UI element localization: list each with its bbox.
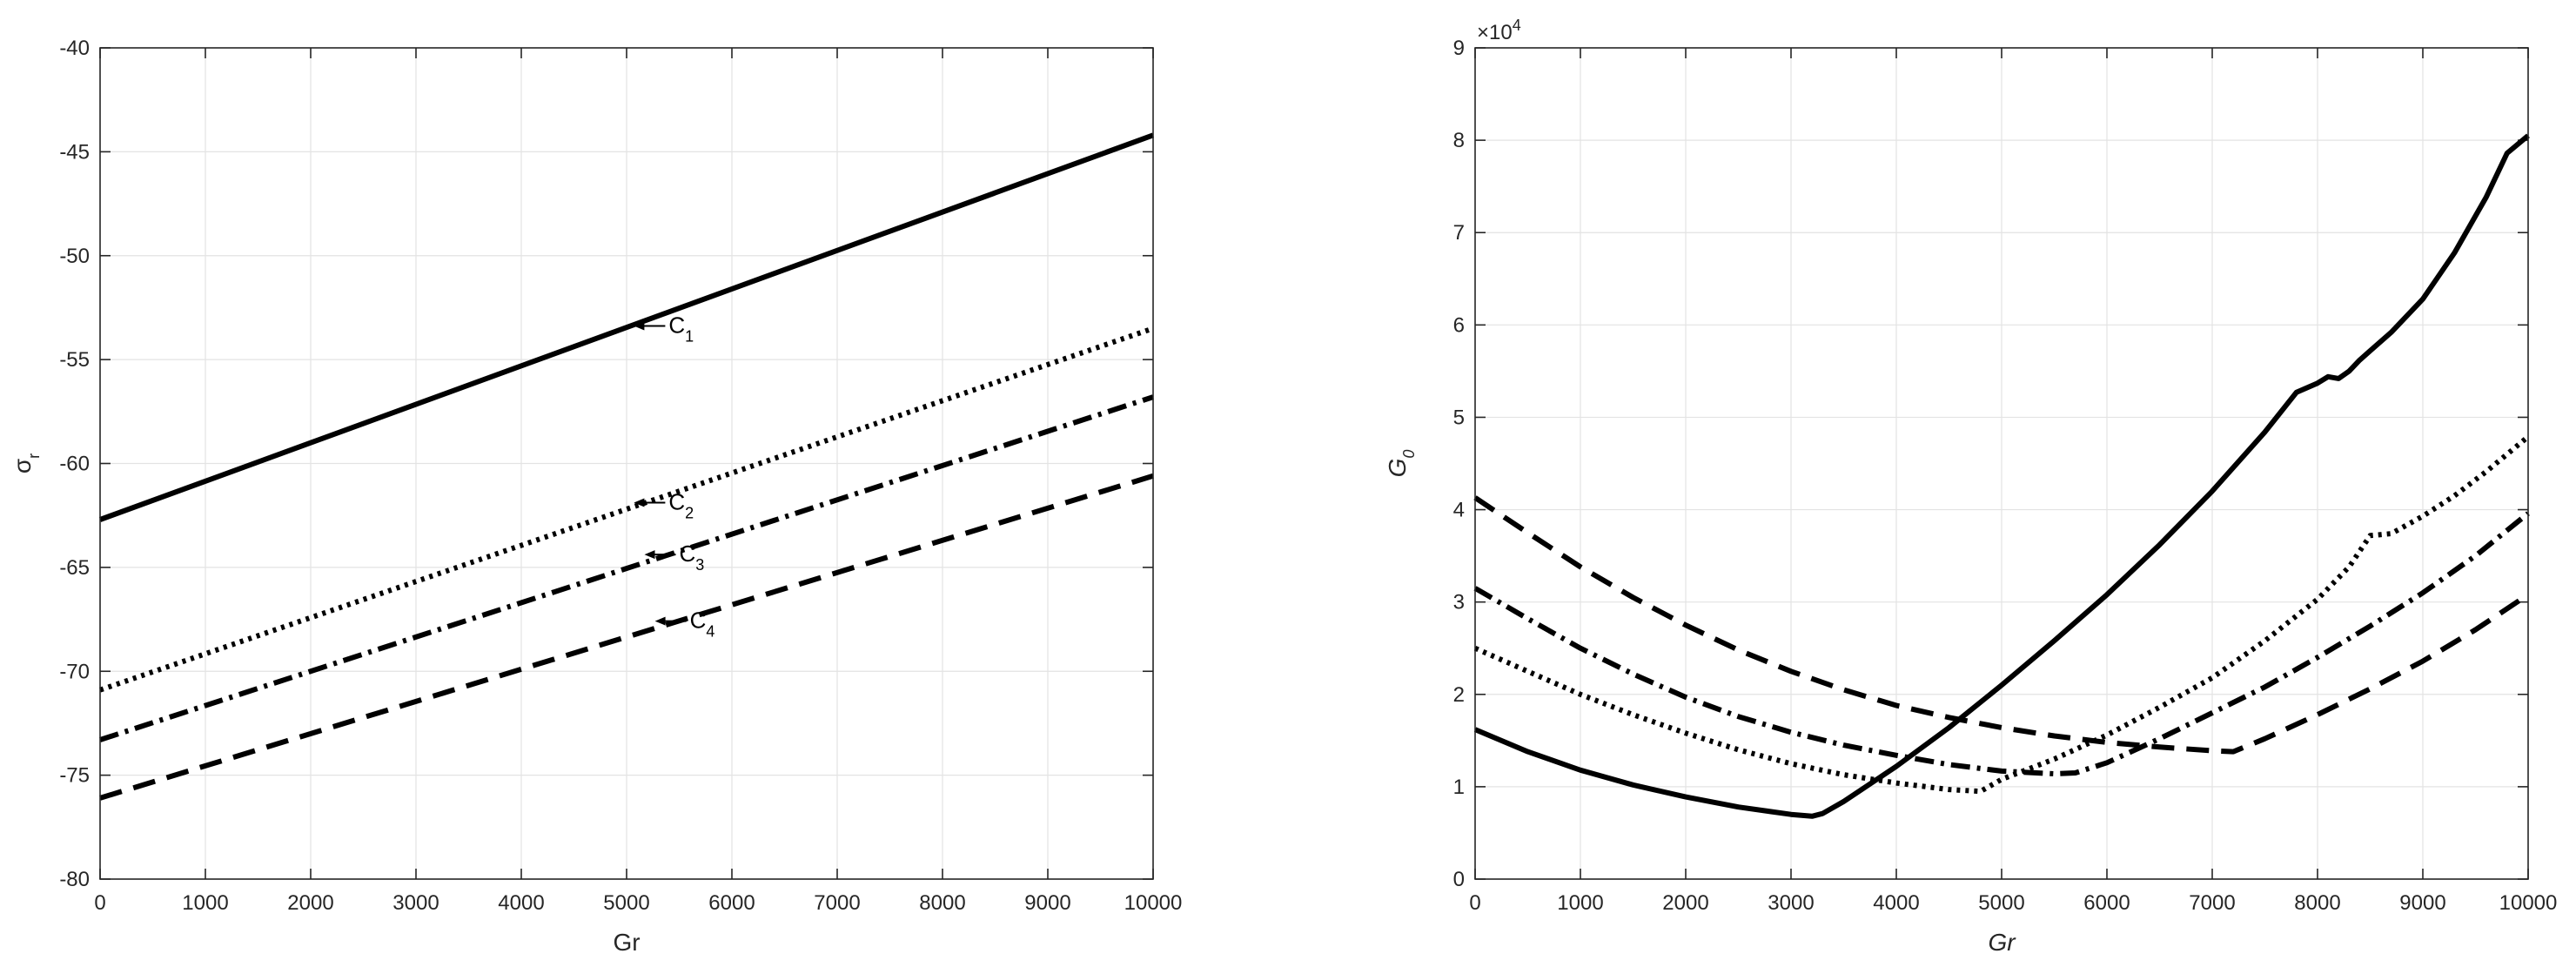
y-tick-label: 7: [1453, 221, 1465, 245]
annotation-label: C1: [668, 312, 694, 346]
x-tick-label: 8000: [919, 891, 965, 915]
series-line-dashdot: [1473, 511, 2530, 776]
x-tick-label: 3000: [1768, 891, 1814, 915]
y-tick-label: 9: [1453, 37, 1465, 60]
x-tick-label: 1000: [182, 891, 228, 915]
series-line-dashed: [99, 473, 1154, 801]
y-tick-label: -70: [59, 660, 90, 683]
y-tick-label: 4: [1453, 499, 1465, 522]
annotation-arrowhead: [654, 616, 666, 626]
y-tick-label: 5: [1453, 406, 1465, 429]
y-tick-label: -75: [59, 764, 90, 788]
x-tick-label: 4000: [498, 891, 544, 915]
y-tick-label: 8: [1453, 129, 1465, 152]
x-tick-label: 7000: [2189, 891, 2235, 915]
x-tick-label: 9000: [2399, 891, 2445, 915]
x-tick-label: 7000: [814, 891, 860, 915]
x-tick-label: 8000: [2294, 891, 2340, 915]
axis-box: [1474, 47, 2529, 880]
left-chart: C1 C2 C3 C4 0 1000 2000 3000 4000 5000 6000 7000 800…: [9, 37, 1182, 956]
y-tick-label: -65: [59, 556, 90, 580]
y-tick-label: -80: [59, 868, 90, 891]
y-tick-label: 6: [1453, 313, 1465, 337]
series-line-solid: [1473, 133, 2530, 819]
y-tick-label: 3: [1453, 591, 1465, 614]
x-tick-label: 5000: [1978, 891, 2024, 915]
x-tick-label: 3000: [392, 891, 439, 915]
y-tick-label: -45: [59, 140, 90, 164]
annotation-label: C3: [680, 541, 705, 574]
x-tick-label: 2000: [1662, 891, 1708, 915]
series-line-solid: [98, 132, 1155, 522]
annotation-arrowhead: [634, 498, 645, 507]
y-tick-label: 2: [1453, 683, 1465, 707]
y-tick-label: 1: [1453, 776, 1465, 799]
x-tick-label: 1000: [1557, 891, 1603, 915]
x-tick-label: 4000: [1873, 891, 1919, 915]
x-axis-label: Gr: [613, 929, 640, 956]
x-tick-label: 0: [1469, 891, 1480, 915]
y-tick-label: -40: [59, 37, 90, 60]
right-chart: 0 1000 2000 3000 4000 5000 6000 7000 8000 9000 100…: [1384, 17, 2557, 956]
annotation-arrowhead: [644, 550, 655, 560]
y-tick-label: -60: [59, 453, 90, 476]
x-tick-label: 6000: [708, 891, 755, 915]
x-tick-label: 9000: [1024, 891, 1070, 915]
x-tick-label: 6000: [2083, 891, 2130, 915]
x-axis-label: Gr: [1988, 929, 2016, 956]
y-scale-factor: ×104: [1477, 17, 1521, 44]
x-tick-label: 10000: [1124, 891, 1183, 915]
annotation-label: C4: [690, 608, 715, 641]
axis-box: [99, 47, 1154, 880]
x-tick-label: 2000: [287, 891, 333, 915]
y-tick-label: -50: [59, 245, 90, 268]
x-tick-label: 0: [94, 891, 105, 915]
y-tick-label: -55: [59, 348, 90, 372]
series-line-dashed: [1473, 495, 2530, 755]
y-axis-label: σr: [9, 453, 43, 473]
annotation-arrowhead: [634, 321, 645, 331]
series-line-dashdot: [99, 394, 1154, 742]
x-tick-label: 5000: [603, 891, 649, 915]
y-tick-label: 0: [1453, 868, 1465, 891]
series-line-dotted: [1473, 434, 2530, 795]
y-axis-label: G0: [1384, 450, 1418, 478]
series-line-dotted: [99, 326, 1154, 693]
annotation-label: C2: [668, 488, 694, 521]
x-tick-label: 10000: [2499, 891, 2558, 915]
